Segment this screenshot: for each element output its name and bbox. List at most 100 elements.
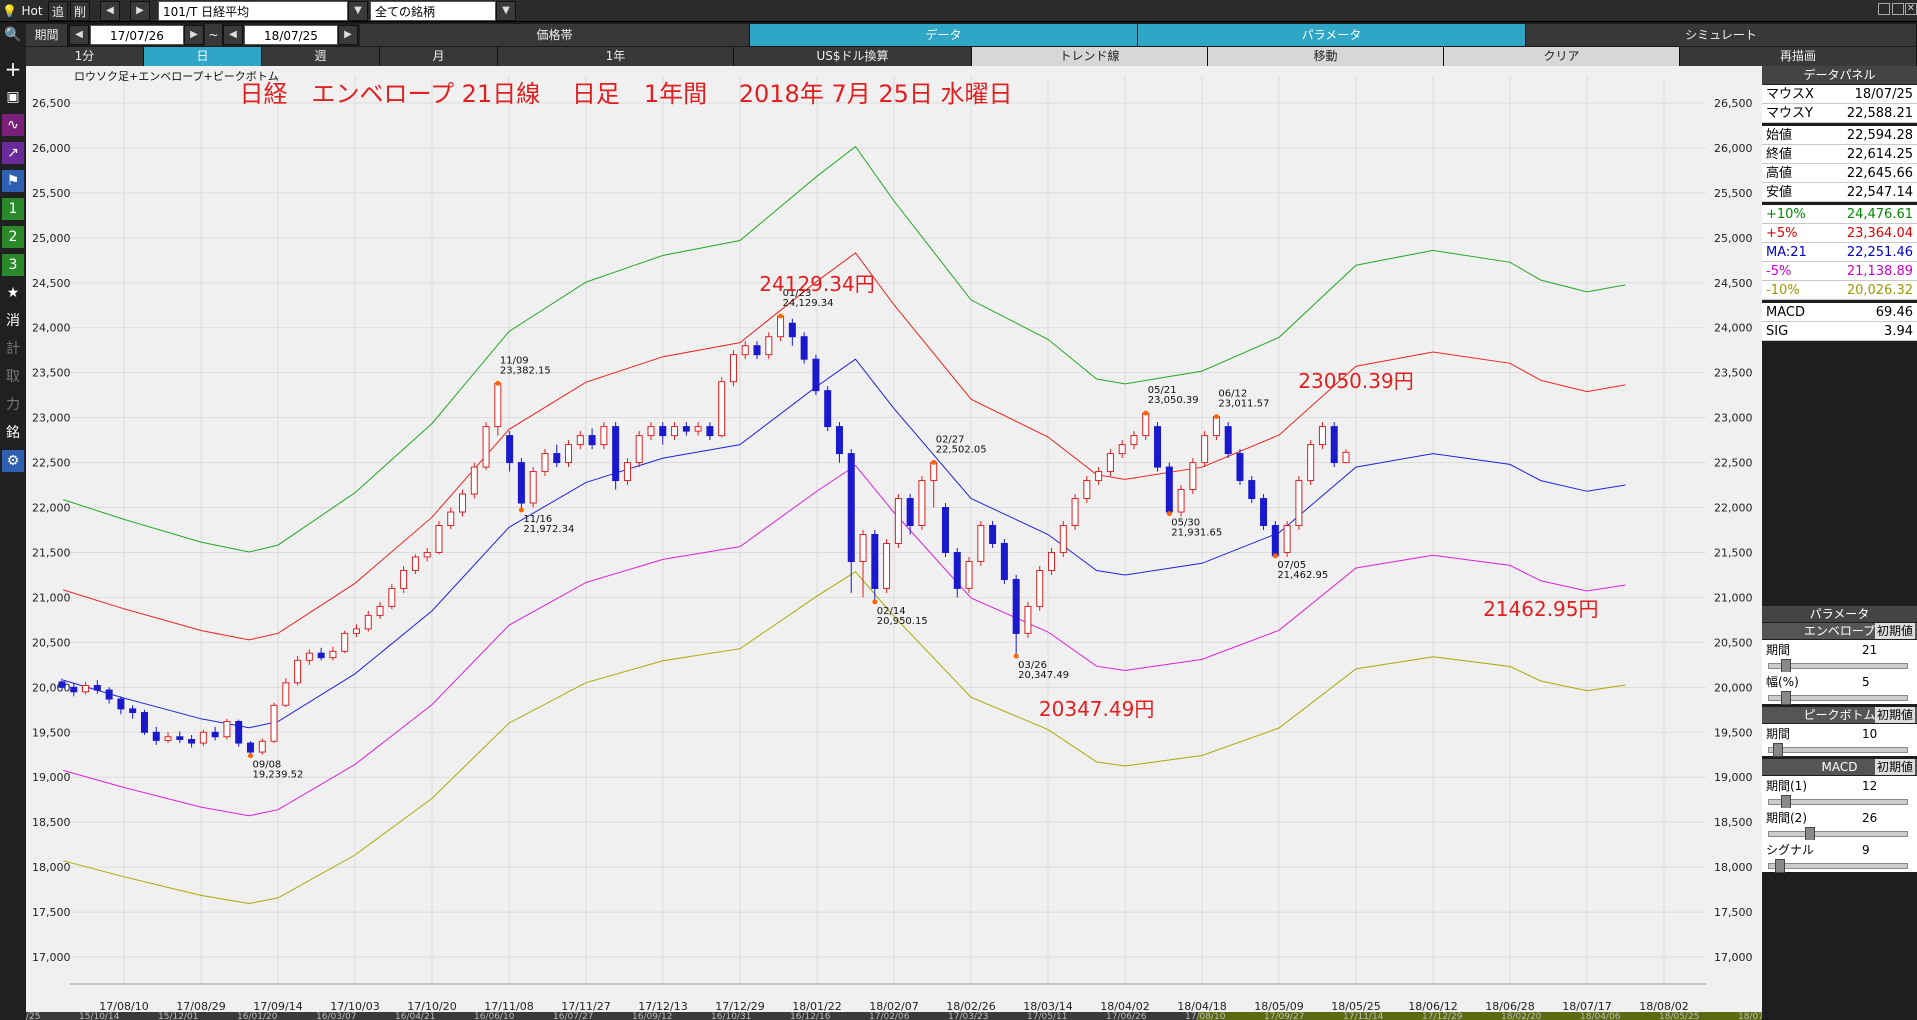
candle-body <box>847 453 855 562</box>
candle-body <box>588 435 596 446</box>
y-tick-label-right: 20,000 <box>1714 681 1753 694</box>
y-tick-label-right: 22,000 <box>1714 502 1753 515</box>
navigator-range <box>1198 1012 1762 1020</box>
crosshair-icon[interactable]: + <box>4 57 22 81</box>
peak-period-row: 期間 10 <box>1762 724 1917 744</box>
y-tick-label-left: 23,000 <box>32 412 71 425</box>
universe-select[interactable]: 全ての銘柄 <box>370 1 496 21</box>
date-to-field[interactable]: 18/07/25 <box>244 25 338 45</box>
clear-button[interactable]: クリア <box>1444 47 1680 66</box>
tab-month[interactable]: 月 <box>380 47 498 66</box>
indicator-icon[interactable]: ↗ <box>2 142 24 164</box>
price-band-tab[interactable]: 価格帯 <box>360 24 750 46</box>
take-button[interactable]: 取 <box>6 369 20 385</box>
envelope-reset-button[interactable]: 初期値 <box>1874 623 1915 639</box>
symbol-dropdown-icon[interactable]: ▼ <box>348 1 368 21</box>
env-period-slider-knob[interactable] <box>1781 659 1791 673</box>
prev-symbol-button[interactable]: ◀ <box>100 1 120 21</box>
close-icon[interactable]: ✕ <box>1905 3 1917 15</box>
peak-slider-row <box>1762 743 1917 757</box>
simulate-tab[interactable]: シミュレート <box>1526 24 1917 46</box>
y-tick-label-right: 20,500 <box>1714 636 1753 649</box>
candle-body <box>294 659 302 684</box>
flag-icon[interactable]: ⚑ <box>2 170 24 192</box>
tab-1year[interactable]: 1年 <box>498 47 734 66</box>
search-icon[interactable]: 🔍 <box>4 27 22 43</box>
y-tick-label-right: 23,000 <box>1714 412 1753 425</box>
candle-body <box>1024 605 1032 634</box>
erase-button[interactable]: 消 <box>6 313 20 329</box>
tab-week[interactable]: 週 <box>262 47 380 66</box>
macd-reset-button[interactable]: 初期値 <box>1874 759 1915 775</box>
peak-period-slider-knob[interactable] <box>1773 743 1783 757</box>
peak-reset-button[interactable]: 初期値 <box>1874 707 1915 723</box>
peak-marker <box>872 599 878 605</box>
preset-1-button[interactable]: 1 <box>2 198 24 220</box>
peak-period-slider[interactable] <box>1768 743 1908 757</box>
macd-sig-slider[interactable] <box>1768 859 1908 873</box>
add-button[interactable]: 追 <box>48 1 68 21</box>
candle-body <box>871 533 879 589</box>
data-panel-value: 18/07/25 <box>1854 87 1913 102</box>
y-tick-label-left: 22,500 <box>32 457 71 470</box>
tab-1min[interactable]: 1分 <box>26 47 144 66</box>
tab-day[interactable]: 日 <box>144 47 262 66</box>
data-tab[interactable]: データ <box>750 24 1138 46</box>
candle-body <box>117 698 125 710</box>
star-icon[interactable]: ★ <box>6 285 20 301</box>
bulb-icon[interactable]: 💡 <box>2 1 17 21</box>
line-chart-icon[interactable]: ∿ <box>2 114 24 136</box>
trendline-button[interactable]: トレンド線 <box>972 47 1208 66</box>
x-tick-label: 17/10/03 <box>330 1000 379 1013</box>
env-width-slider-knob[interactable] <box>1781 691 1791 705</box>
preset-3-button[interactable]: 3 <box>2 254 24 276</box>
camera-icon[interactable]: ▣ <box>6 89 20 105</box>
env-width-slider[interactable] <box>1768 691 1908 705</box>
preset-2-button[interactable]: 2 <box>2 226 24 248</box>
candle-body <box>58 681 66 688</box>
date-to-next-button[interactable]: ▶ <box>338 25 358 45</box>
macd-p1-slider-knob[interactable] <box>1781 795 1791 809</box>
calc-button[interactable]: 計 <box>6 341 20 357</box>
candlestick-chart[interactable]: 26,500 26,500 26,000 26,000 25,500 25,500 25,0… <box>26 66 1762 1020</box>
date-from-next-button[interactable]: ▶ <box>184 25 204 45</box>
parameter-tab[interactable]: パラメータ <box>1138 24 1526 46</box>
next-symbol-button[interactable]: ▶ <box>130 1 150 21</box>
period-prev-button[interactable]: ◀ <box>69 25 89 45</box>
y-tick-label-right: 24,500 <box>1714 277 1753 290</box>
hot-button[interactable]: Hot <box>18 1 46 21</box>
maximize-icon[interactable] <box>1892 3 1904 15</box>
env-period-slider[interactable] <box>1768 659 1908 673</box>
minimize-icon[interactable] <box>1878 3 1890 15</box>
symbol-select[interactable]: 101/T 日経平均 <box>158 1 348 21</box>
navigator-label: 16/12/16 <box>790 1012 831 1020</box>
data-panel-row: +10% 24,476.61 <box>1762 205 1917 224</box>
candle-body <box>706 426 714 437</box>
peak-value-label: 19,239.52 <box>252 770 303 781</box>
envelope-line-10 <box>63 571 1626 905</box>
chart-area[interactable]: 26,500 26,500 26,000 26,000 25,500 25,500 25,0… <box>26 66 1762 1020</box>
data-panel-row: MACD 69.46 <box>1762 303 1917 322</box>
peak-value-label: 23,050.39 <box>1148 395 1199 406</box>
candle-body <box>647 426 655 437</box>
navigator-label: 17/09/27 <box>1264 1012 1304 1020</box>
gear-icon[interactable]: ⚙ <box>2 450 24 472</box>
peak-marker <box>1013 653 1019 659</box>
usd-button[interactable]: US$ドル換算 <box>734 47 972 66</box>
peak-value-label: 20,950.15 <box>877 616 928 627</box>
move-button[interactable]: 移動 <box>1208 47 1444 66</box>
power-button[interactable]: 力 <box>6 397 20 413</box>
macd-sig-slider-knob[interactable] <box>1775 859 1785 873</box>
delete-button[interactable]: 削 <box>70 1 90 21</box>
date-from-field[interactable]: 17/07/26 <box>90 25 184 45</box>
macd-p2-slider-knob[interactable] <box>1805 827 1815 841</box>
date-to-prev-button[interactable]: ◀ <box>223 25 243 45</box>
macd-p2-slider[interactable] <box>1768 827 1908 841</box>
universe-dropdown-icon[interactable]: ▼ <box>496 1 516 21</box>
brand-button[interactable]: 銘 <box>6 425 20 441</box>
redraw-button[interactable]: 再描画 <box>1680 47 1917 66</box>
data-panel-row: 安値 22,547.14 <box>1762 183 1917 202</box>
macd-p1-slider[interactable] <box>1768 795 1908 809</box>
candle-body <box>140 711 148 733</box>
candle-body <box>352 628 360 634</box>
